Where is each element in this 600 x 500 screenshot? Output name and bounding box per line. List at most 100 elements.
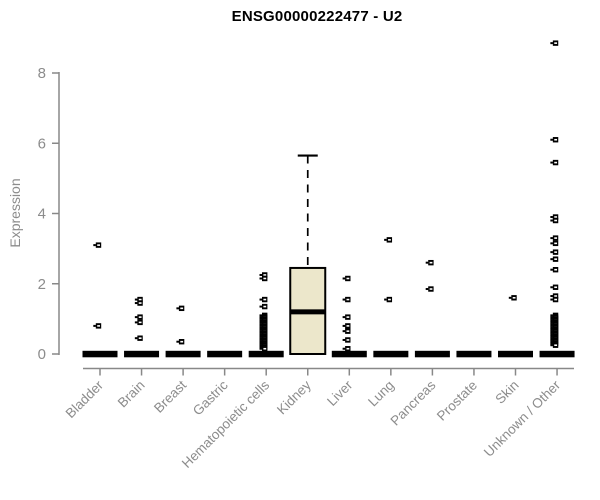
- outlier-point-center: [263, 274, 267, 276]
- x-tick-label: Kidney: [274, 377, 314, 417]
- outlier-dash: [425, 288, 429, 291]
- outlier-dash: [550, 286, 553, 289]
- outlier-dash: [259, 340, 263, 343]
- outlier-dash: [550, 333, 553, 336]
- outlier-point-center: [554, 219, 558, 222]
- outlier-point-center: [554, 161, 558, 164]
- outlier-dash: [259, 323, 263, 326]
- outlier-dash: [259, 326, 263, 329]
- outlier-dash: [342, 277, 346, 280]
- outlier-dash: [550, 342, 553, 345]
- outlier-point-center: [429, 288, 433, 290]
- outlier-dash: [259, 347, 263, 350]
- outlier-point-center: [346, 339, 350, 341]
- outlier-point-center: [554, 42, 558, 44]
- outlier-point-center: [388, 239, 391, 241]
- outlier-dash: [93, 324, 96, 327]
- outlier-dash: [259, 316, 263, 319]
- outlier-point-center: [554, 242, 558, 245]
- zero-median-bar: [539, 350, 575, 358]
- outlier-point-center: [554, 237, 558, 239]
- outlier-dash: [550, 323, 553, 326]
- outlier-dash: [342, 347, 346, 350]
- outlier-dash: [342, 324, 346, 327]
- outlier-point-center: [97, 244, 100, 246]
- outlier-point-center: [554, 344, 558, 347]
- zero-median-bar: [124, 350, 160, 358]
- outlier-dash: [259, 337, 263, 340]
- outlier-dash: [550, 258, 553, 261]
- outlier-dash: [134, 302, 138, 305]
- outlier-dash: [259, 330, 263, 333]
- outlier-dash: [550, 330, 553, 333]
- outlier-dash: [342, 298, 346, 301]
- outlier-dash: [384, 238, 387, 241]
- outlier-point-center: [263, 277, 267, 280]
- outlier-dash: [342, 338, 346, 341]
- x-tick-label: Unknown / Other: [481, 377, 564, 460]
- outlier-point-center: [554, 251, 558, 253]
- outlier-point-center: [554, 268, 558, 271]
- outlier-dash: [550, 268, 553, 271]
- y-tick-label: 2: [38, 276, 46, 293]
- outlier-dash: [342, 330, 346, 333]
- outlier-point-center: [554, 295, 558, 297]
- outlier-dash: [259, 335, 263, 338]
- outlier-dash: [259, 319, 263, 322]
- outlier-dash: [550, 321, 553, 324]
- outlier-dash: [508, 296, 512, 299]
- outlier-dash: [550, 326, 553, 329]
- outlier-dash: [425, 261, 429, 264]
- outlier-dash: [550, 42, 553, 45]
- x-tick-label: Breast: [151, 377, 189, 415]
- zero-median-bar: [373, 350, 409, 358]
- outlier-dash: [176, 307, 179, 310]
- outlier-dash: [259, 342, 263, 345]
- outlier-dash: [550, 324, 553, 327]
- outlier-point-center: [346, 347, 350, 350]
- outlier-dash: [342, 316, 346, 319]
- outlier-point-center: [346, 330, 350, 332]
- outlier-point-center: [554, 286, 558, 289]
- y-tick-label: 0: [38, 346, 46, 363]
- outlier-point-center: [554, 298, 558, 301]
- outlier-dash: [550, 216, 553, 219]
- outlier-point-center: [180, 307, 184, 310]
- outlier-dash: [259, 321, 263, 324]
- outlier-dash: [550, 328, 553, 331]
- outlier-dash: [259, 317, 263, 320]
- outlier-dash: [259, 333, 263, 336]
- outlier-dash: [550, 314, 553, 317]
- outlier-dash: [550, 340, 553, 343]
- outlier-dash: [259, 338, 263, 341]
- outlier-point-center: [429, 261, 433, 264]
- outlier-dash: [550, 161, 553, 164]
- outlier-point-center: [346, 325, 350, 327]
- outlier-point-center: [138, 321, 142, 324]
- outlier-dash: [134, 316, 138, 319]
- outlier-dash: [259, 344, 263, 347]
- outlier-dash: [550, 219, 553, 222]
- zero-median-bar: [414, 350, 450, 358]
- outlier-point-center: [554, 138, 558, 141]
- y-tick-label: 6: [38, 135, 46, 152]
- outlier-dash: [550, 338, 553, 341]
- outlier-point-center: [554, 216, 558, 218]
- zero-median-bar: [331, 350, 367, 358]
- outlier-dash: [134, 321, 138, 324]
- outlier-point-center: [388, 298, 391, 301]
- outlier-dash: [550, 335, 553, 338]
- outlier-dash: [93, 244, 96, 247]
- outlier-point-center: [138, 302, 142, 304]
- outlier-point-center: [346, 316, 350, 318]
- outlier-point-center: [346, 298, 350, 301]
- outlier-dash: [550, 319, 553, 322]
- x-tick-label: Gastric: [190, 377, 231, 418]
- outlier-dash: [384, 298, 387, 301]
- outlier-dash: [550, 295, 553, 298]
- outlier-dash: [259, 345, 263, 348]
- outlier-dash: [259, 331, 263, 334]
- outlier-dash: [134, 298, 138, 301]
- outlier-dash: [550, 316, 553, 319]
- outlier-dash: [259, 273, 263, 276]
